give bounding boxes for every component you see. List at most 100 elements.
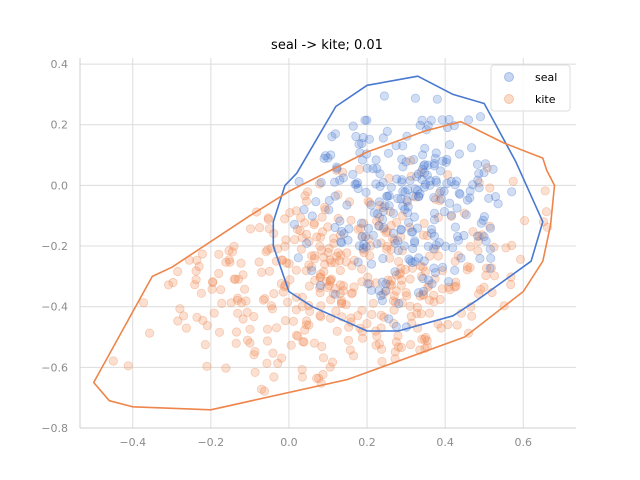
kite-point: [397, 246, 407, 256]
kite-point: [236, 298, 247, 308]
seal-point: [372, 209, 383, 219]
kite-point: [304, 281, 314, 291]
y-tick-label: 0.4: [51, 58, 69, 71]
seal-point: [398, 162, 408, 172]
seal-point: [390, 238, 400, 248]
seal-point: [409, 238, 420, 248]
kite-point: [347, 261, 357, 271]
kite-point: [374, 200, 385, 210]
seal-point: [444, 140, 455, 150]
kite-point: [422, 336, 432, 346]
grid: [80, 58, 576, 429]
seal-point: [426, 224, 437, 234]
axes: [79, 58, 576, 429]
seal-point: [400, 204, 410, 215]
kite-point: [202, 320, 212, 331]
kite-point: [268, 348, 278, 358]
seal-point: [476, 218, 486, 228]
kite-point: [263, 213, 273, 223]
seal-point: [480, 159, 491, 169]
kite-point: [501, 243, 511, 253]
kite-point: [297, 233, 307, 243]
kite-point: [384, 253, 395, 263]
seal-point: [441, 157, 451, 167]
kite-point: [474, 231, 484, 241]
seal-point: [427, 279, 437, 289]
kite-point: [343, 335, 354, 345]
seal-point: [452, 203, 462, 213]
kite-point: [430, 274, 440, 284]
kite-point: [385, 206, 395, 217]
kite-point: [232, 295, 242, 305]
kite-point: [336, 295, 347, 306]
seal-point: [507, 187, 517, 197]
seal-point: [462, 195, 472, 205]
kite-point: [315, 273, 325, 283]
kite-point: [226, 298, 236, 308]
seal-point: [388, 208, 398, 218]
seal-point: [410, 257, 420, 267]
kite-point: [316, 312, 326, 322]
seal-point: [391, 321, 401, 332]
seal-point: [407, 227, 418, 237]
kite-point: [418, 290, 428, 300]
kite-point: [353, 224, 363, 234]
kite-point: [346, 313, 356, 323]
seal-point: [377, 214, 388, 224]
kite-point: [450, 256, 460, 266]
seal-point: [422, 170, 432, 180]
kite-point: [397, 275, 407, 285]
kite-point: [316, 245, 327, 255]
kite-point: [311, 373, 322, 383]
seal-point: [445, 198, 455, 208]
seal-point: [485, 244, 495, 254]
seal-point: [403, 208, 413, 218]
seal-point: [442, 154, 452, 165]
kite-point: [295, 225, 305, 236]
seal-point: [485, 263, 495, 273]
chart-title: seal -> kite; 0.01: [271, 38, 383, 53]
kite-point: [320, 259, 330, 269]
seal-point: [413, 192, 424, 202]
seal-point: [423, 275, 434, 285]
kite-point: [168, 277, 178, 288]
seal-point: [372, 239, 382, 249]
kite-point: [416, 271, 427, 282]
kite-point: [331, 251, 342, 261]
kite-point: [229, 274, 239, 284]
seal-point: [479, 168, 489, 178]
seal-point: [400, 187, 410, 197]
kite-point: [267, 304, 277, 314]
kite-point: [359, 248, 369, 258]
kite-point: [333, 190, 343, 200]
kite-point: [315, 272, 325, 282]
y-tick-label: 0.0: [51, 179, 69, 192]
kite-point: [173, 316, 183, 326]
kite-point: [355, 223, 366, 233]
kite-point: [175, 304, 185, 314]
kite-point: [473, 236, 483, 246]
seal-point: [327, 132, 337, 142]
kite-point: [378, 202, 388, 213]
seal-point: [371, 179, 381, 189]
seal-point: [429, 193, 439, 203]
kite-point: [477, 230, 487, 240]
kite-point: [420, 267, 430, 277]
kite-point: [415, 261, 425, 271]
kite-point: [349, 255, 359, 265]
kite-point: [391, 337, 401, 347]
kite-point: [191, 266, 201, 276]
kite-point: [280, 241, 290, 251]
kite-point: [349, 282, 359, 292]
seal-point: [402, 195, 412, 206]
legend-label-kite: kite: [535, 93, 556, 106]
kite-point: [325, 255, 335, 265]
kite-point: [254, 257, 264, 267]
seal-point: [429, 231, 439, 241]
seal-point: [293, 253, 303, 263]
seal-point: [360, 115, 370, 125]
kite-point: [245, 224, 256, 234]
kite-point: [386, 275, 396, 286]
kite-point: [280, 315, 291, 326]
kite-point: [465, 242, 475, 252]
